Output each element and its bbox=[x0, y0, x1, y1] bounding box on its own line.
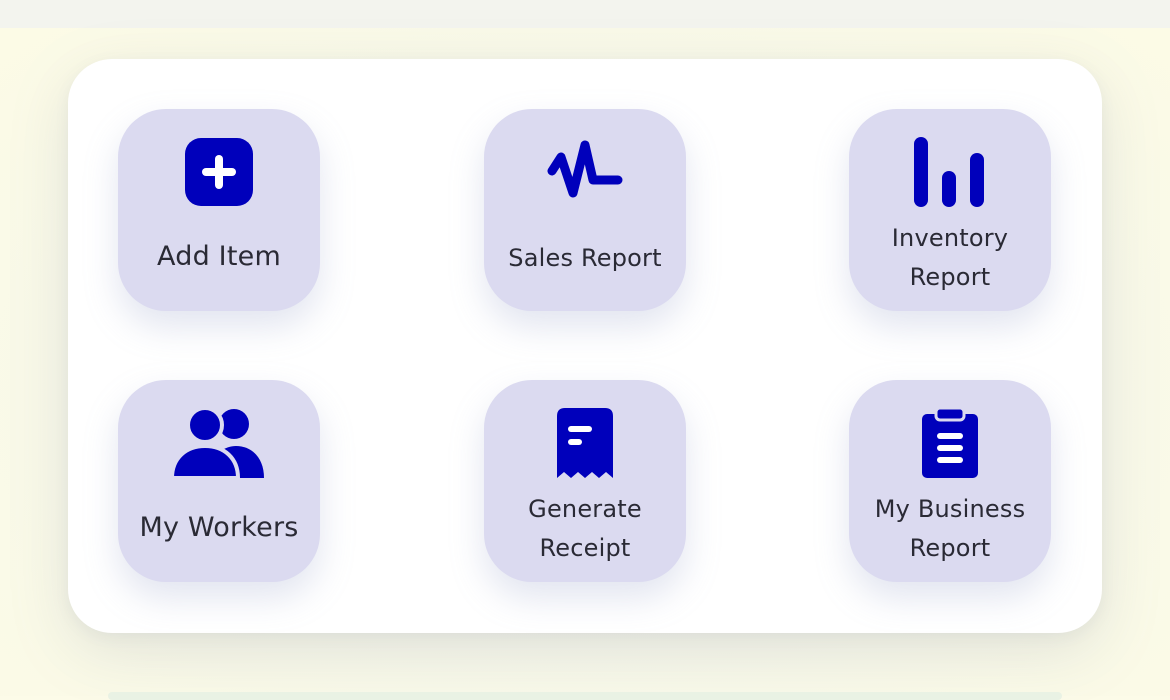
bar-chart-icon bbox=[914, 137, 984, 207]
add-item-label: Add Item bbox=[157, 241, 281, 272]
my-business-report-button[interactable]: My Business Report bbox=[849, 380, 1051, 582]
my-workers-label: My Workers bbox=[139, 512, 299, 543]
inventory-report-label: Inventory Report bbox=[891, 224, 1009, 291]
plus-square-icon bbox=[185, 138, 253, 206]
bottom-bar bbox=[108, 692, 1062, 700]
pulse-icon bbox=[547, 140, 623, 198]
sales-report-label: Sales Report bbox=[508, 244, 662, 272]
clipboard-icon bbox=[922, 408, 978, 478]
sales-report-button[interactable]: Sales Report bbox=[484, 109, 686, 311]
top-strip bbox=[0, 0, 1170, 28]
generate-receipt-label: Generate Receipt bbox=[528, 495, 642, 562]
users-icon bbox=[172, 408, 264, 478]
add-item-button[interactable]: Add Item bbox=[118, 109, 320, 311]
receipt-icon bbox=[557, 408, 613, 478]
inventory-report-button[interactable]: Inventory Report bbox=[849, 109, 1051, 311]
my-workers-button[interactable]: My Workers bbox=[118, 380, 320, 582]
generate-receipt-button[interactable]: Generate Receipt bbox=[484, 380, 686, 582]
my-business-report-label: My Business Report bbox=[874, 495, 1026, 562]
dashboard-panel: Add Item Sales Report Inventory Report bbox=[68, 59, 1102, 633]
